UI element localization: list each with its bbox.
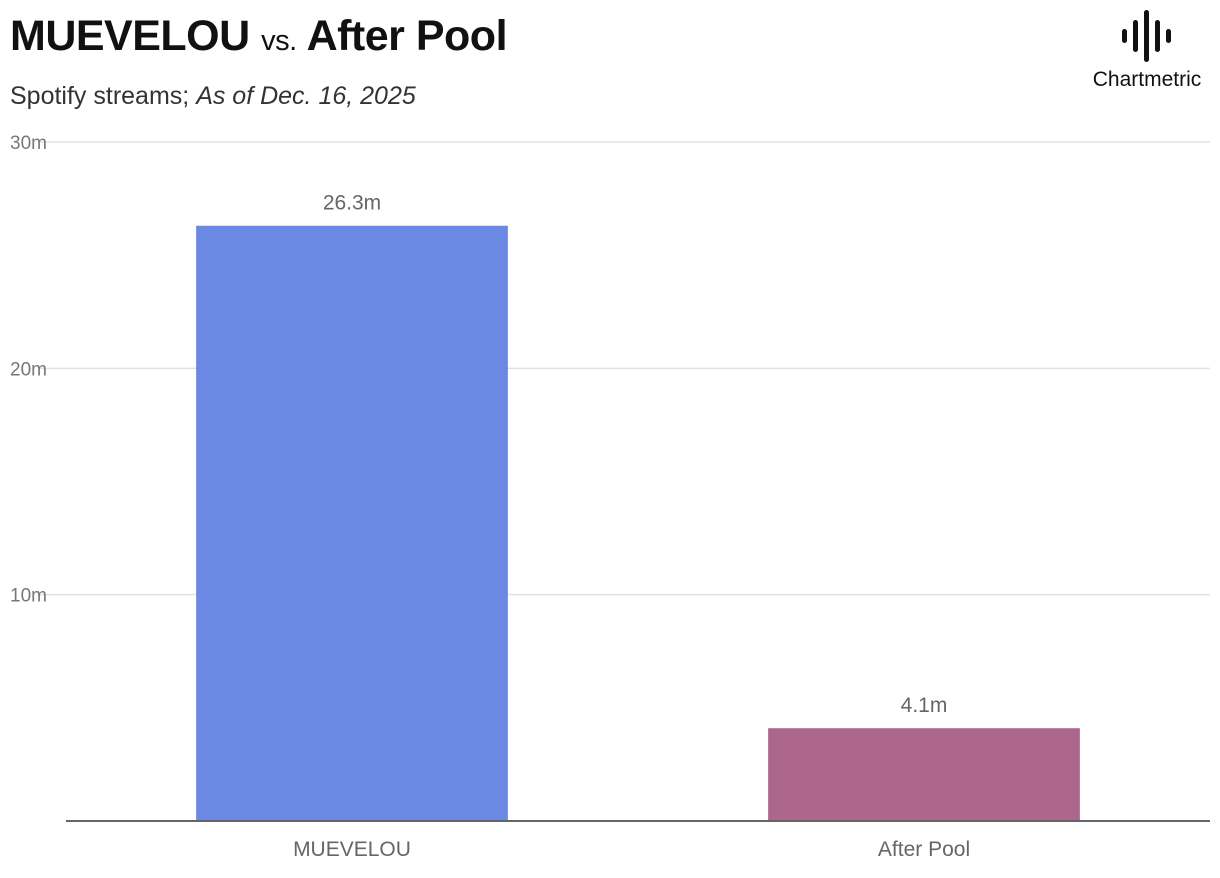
y-axis-ticks: 10m 20m 30m xyxy=(10,133,47,607)
chart-subtitle: Spotify streams; As of Dec. 16, 2025 xyxy=(10,79,507,113)
value-label: 26.3m xyxy=(323,192,381,215)
subtitle-metric: Spotify streams; xyxy=(10,82,190,110)
chartmetric-logo: Chartmetric xyxy=(1074,8,1220,92)
y-tick-label: 20m xyxy=(10,359,47,380)
x-axis-categories: MUEVELOU After Pool xyxy=(293,838,970,861)
title-vs: vs. xyxy=(261,25,297,57)
value-label: 4.1m xyxy=(901,694,948,717)
chart-header: MUEVELOU vs. After Pool Spotify streams;… xyxy=(10,8,508,113)
subtitle-date: As of Dec. 16, 2025 xyxy=(196,82,416,110)
value-labels: 26.3m 4.1m xyxy=(323,192,948,717)
bar-after-pool xyxy=(768,728,1080,821)
logo-text: Chartmetric xyxy=(1092,68,1202,91)
bars xyxy=(196,225,1080,821)
title-artist-a: MUEVELOU xyxy=(10,12,250,60)
x-category-label: After Pool xyxy=(878,838,970,861)
y-tick-label: 30m xyxy=(10,133,47,154)
chartmetric-waveform-icon xyxy=(1122,10,1171,62)
x-category-label: MUEVELOU xyxy=(293,838,411,861)
title-artist-b: After Pool xyxy=(306,12,508,60)
bar-muevelou xyxy=(196,225,508,821)
chart-title: MUEVELOU vs. After Pool xyxy=(10,8,508,69)
y-tick-label: 10m xyxy=(10,586,47,607)
